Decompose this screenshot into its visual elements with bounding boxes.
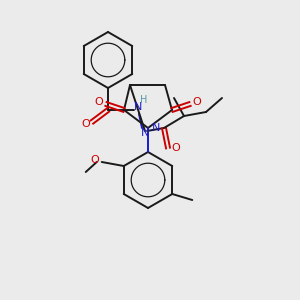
Text: N: N: [141, 128, 149, 138]
Text: O: O: [94, 97, 103, 107]
Text: O: O: [172, 143, 180, 153]
Text: H: H: [140, 95, 148, 105]
Text: O: O: [193, 97, 201, 107]
Text: O: O: [90, 155, 99, 165]
Text: O: O: [82, 119, 90, 129]
Text: N: N: [152, 123, 160, 133]
Text: N: N: [134, 102, 142, 112]
